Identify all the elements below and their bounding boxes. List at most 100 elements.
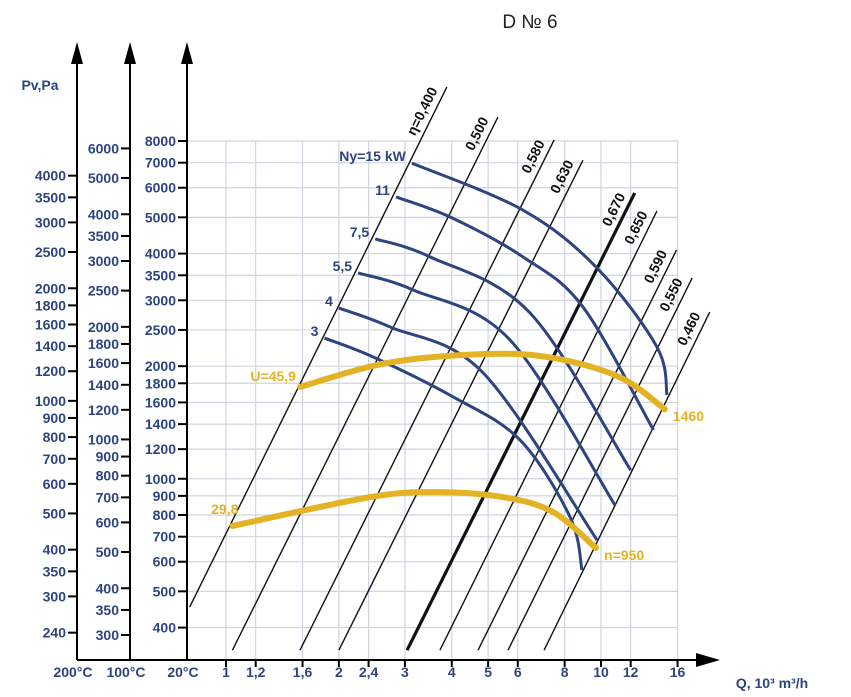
pressure-tick-label: 400 [43, 542, 67, 558]
x-tick-label: 10 [593, 664, 609, 680]
efficiency-line [231, 116, 499, 651]
pressure-tick-label: 500 [43, 505, 67, 521]
pressure-tick-label: 1200 [88, 402, 119, 418]
x-tick-label: 4 [448, 664, 456, 680]
pressure-tick-label: 3500 [35, 189, 66, 205]
pressure-tick-label: 6000 [145, 180, 176, 196]
pressure-tick-label: 7000 [145, 155, 176, 171]
axis-arrow-up [181, 42, 193, 64]
speed-curve-end-label: n=950 [604, 547, 644, 563]
axis-arrow-up [124, 42, 136, 64]
pressure-tick-label: 1800 [35, 297, 66, 313]
pressure-tick-label: 6000 [88, 140, 119, 156]
pressure-tick-label: 4000 [88, 206, 119, 222]
pressure-tick-label: 800 [153, 507, 177, 523]
pressure-tick-label: 2500 [145, 322, 176, 338]
temperature-label: 100°C [106, 664, 145, 680]
pressure-tick-label: 600 [43, 476, 67, 492]
efficiency-label: 0,580 [518, 137, 548, 176]
pressure-tick-label: 350 [96, 602, 120, 618]
pressure-tick-label: 900 [43, 410, 67, 426]
pressure-tick-label: 1600 [88, 355, 119, 371]
efficiency-line [189, 86, 448, 608]
chart-title: D № 6 [502, 12, 557, 33]
x-tick-label: 1 [222, 664, 230, 680]
speed-curves: U=45,9 1460 29,8 n=950 [211, 350, 704, 563]
power-curve-label: 5,5 [333, 258, 353, 274]
power-curve-label: 11 [375, 182, 390, 198]
pressure-tick-label: 1800 [88, 336, 119, 352]
pressure-tick-label: 1400 [145, 416, 176, 432]
speed-curve [296, 350, 668, 413]
power-curve [323, 336, 584, 571]
x-tick-label: 3 [401, 664, 409, 680]
x-tick-label: 8 [561, 664, 569, 680]
efficiency-label: 0,670 [598, 190, 628, 229]
pressure-tick-label: 2000 [145, 358, 176, 374]
x-tick-label: 1,6 [293, 664, 313, 680]
pressure-tick-label: 1200 [145, 441, 176, 457]
pressure-tick-label: 3000 [88, 253, 119, 269]
power-curve [411, 161, 669, 396]
pressure-tick-label: 1800 [145, 375, 176, 391]
pressure-tick-label: 350 [43, 563, 67, 579]
pressure-tick-label: 1000 [35, 393, 66, 409]
pressure-tick-label: 600 [96, 514, 120, 530]
x-tick-label: 5 [484, 664, 492, 680]
x-tick-label: 6 [514, 664, 522, 680]
efficiency-label: 0,500 [462, 114, 492, 153]
y-axis-label: Pv,Pa [21, 77, 58, 93]
pressure-tick-label: 800 [43, 429, 67, 445]
pressure-tick-label: 1000 [88, 431, 119, 447]
power-curves: Ny=15 kW 11 7,5 5,5 43 [311, 148, 669, 571]
pressure-tick-label: 3500 [145, 267, 176, 283]
pressure-tick-label: 2000 [88, 319, 119, 335]
efficiency-line [543, 311, 711, 651]
pressure-tick-label: 2500 [88, 283, 119, 299]
speed-curve-start-label: U=45,9 [250, 368, 296, 384]
pressure-tick-label: 5000 [145, 209, 176, 225]
power-curve-label: 4 [325, 293, 333, 309]
pressure-tick-label: 2000 [35, 280, 66, 296]
x-tick-label: 12 [623, 664, 639, 680]
pressure-tick-label: 3000 [145, 292, 176, 308]
power-curve [395, 195, 655, 431]
pressure-tick-label: 700 [153, 529, 177, 545]
pressure-tick-label: 700 [43, 451, 67, 467]
x-tick-label: 2 [335, 664, 343, 680]
pressure-tick-label: 3500 [88, 228, 119, 244]
pressure-tick-label: 5000 [88, 170, 119, 186]
power-curve [374, 237, 632, 472]
pressure-tick-label: 800 [96, 468, 120, 484]
power-curve [357, 271, 617, 506]
pressure-tick-label: 400 [153, 620, 177, 636]
axis-arrow-right [696, 653, 720, 667]
pressure-tick-label: 1600 [145, 394, 176, 410]
x-axis-label: Q, 10³ m³/h [736, 675, 808, 691]
efficiency-line [477, 249, 678, 651]
speed-curve-end-label: 1460 [673, 408, 704, 424]
pressure-tick-label: 2500 [35, 244, 66, 260]
x-tick-label: 1,2 [246, 664, 266, 680]
pressure-tick-label: 900 [96, 449, 120, 465]
pressure-tick-label: 700 [96, 489, 120, 505]
axes: 4000350030002500200018001600140012001000… [35, 42, 720, 680]
pressure-tick-label: 4000 [35, 168, 66, 184]
pressure-tick-label: 500 [153, 583, 177, 599]
efficiency-label: 0,460 [674, 309, 704, 348]
temperature-label: 20°C [167, 664, 198, 680]
speed-curve-start-label: 29,8 [211, 501, 238, 517]
x-tick-label: 16 [670, 664, 686, 680]
efficiency-line [507, 277, 693, 651]
pressure-tick-label: 1000 [145, 471, 176, 487]
power-curve-label: 3 [311, 323, 319, 339]
pressure-tick-label: 240 [43, 625, 67, 641]
pressure-tick-label: 3000 [35, 214, 66, 230]
temperature-label: 200°C [53, 664, 92, 680]
pressure-tick-label: 1600 [35, 317, 66, 333]
pressure-tick-label: 900 [153, 488, 177, 504]
pressure-tick-label: 400 [96, 580, 120, 596]
pressure-tick-label: 4000 [145, 246, 176, 262]
pressure-tick-label: 1400 [88, 377, 119, 393]
